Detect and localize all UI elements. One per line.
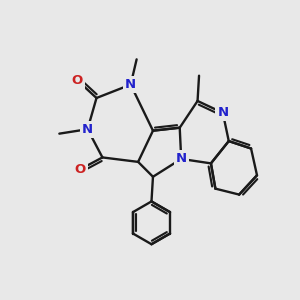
Text: N: N bbox=[176, 152, 187, 165]
Text: O: O bbox=[72, 74, 83, 87]
Text: N: N bbox=[217, 106, 228, 119]
Text: N: N bbox=[82, 123, 93, 136]
Text: N: N bbox=[125, 78, 136, 91]
Text: O: O bbox=[74, 163, 86, 176]
